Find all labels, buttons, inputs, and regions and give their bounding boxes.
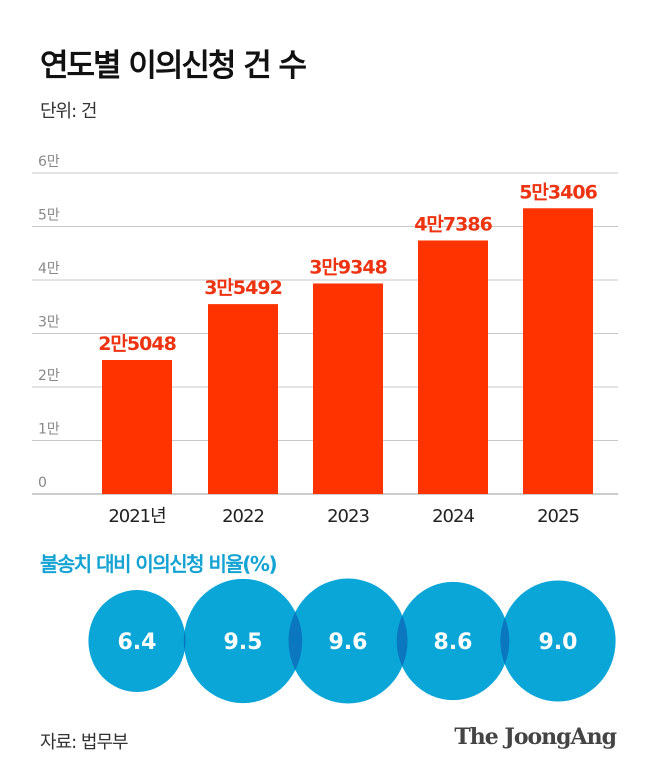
bar-value-label: 3만5492 (204, 277, 282, 299)
bubble-value-label: 9.6 (329, 630, 368, 655)
ratio-bubble (183, 578, 303, 704)
bar-value-label: 4만7386 (414, 213, 492, 235)
x-tick-label: 2024 (432, 506, 474, 527)
bar-value-label: 2만5048 (98, 333, 176, 355)
bubble-value-label: 9.0 (539, 630, 578, 655)
x-tick-label: 2025 (537, 506, 579, 527)
x-tick-label: 2023 (327, 506, 369, 527)
ratio-bubble (396, 581, 510, 701)
ratio-bubble (88, 589, 186, 693)
bubble-value-label: 8.6 (434, 630, 473, 655)
y-tick-label: 6만 (38, 154, 60, 170)
ratio-bubble (500, 580, 616, 702)
bar (313, 283, 383, 494)
bar (418, 240, 488, 494)
y-tick-label: 1만 (38, 422, 60, 438)
y-tick-label: 0 (38, 475, 47, 491)
ratio-bubble (288, 578, 408, 704)
source-label: 자료: 법무부 (40, 732, 129, 753)
y-tick-label: 2만 (38, 368, 60, 384)
y-tick-label: 3만 (38, 315, 60, 331)
y-tick-label: 4만 (38, 261, 60, 277)
bar (102, 359, 172, 494)
unit-label: 단위: 건 (40, 101, 97, 122)
bar (523, 208, 593, 494)
bar-chart: 0 1만 2만 3만 4만 5만 6만 2만5048 2021년 3만5492 2022 3만9348… (32, 154, 618, 527)
publisher-logo: The JoongAng (454, 724, 617, 750)
bubble-value-label: 9.5 (224, 630, 263, 655)
chart-title: 연도별 이의신청 건 수 (40, 48, 307, 84)
bar (208, 304, 278, 494)
x-tick-label: 2021년 (108, 506, 165, 527)
x-tick-label: 2022 (222, 506, 264, 527)
bar-value-label: 3만9348 (309, 256, 387, 278)
bar-value-label: 5만3406 (519, 181, 597, 203)
y-tick-label: 5만 (38, 208, 60, 224)
ratio-title: 불송치 대비 이의신청 비율(%) (40, 552, 278, 576)
bubble-value-label: 6.4 (118, 630, 157, 655)
